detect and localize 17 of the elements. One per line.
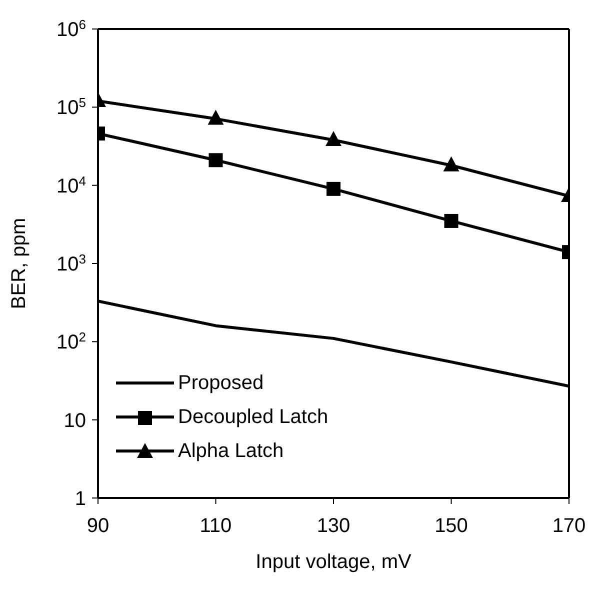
x-tick-label: 90 (86, 515, 110, 538)
y-tick-label: 1 (74, 488, 86, 510)
y-tick-label: 10$^{4}$ (56, 172, 86, 198)
legend-label: Decoupled Latch (178, 406, 328, 428)
legend-label: Alpha Latch (178, 440, 284, 462)
y-axis-title: BER, ppm (8, 218, 30, 310)
x-tick-label: 110 (200, 515, 232, 538)
x-tick-label: 130 (316, 515, 350, 538)
x-tick-label: 150 (434, 515, 468, 538)
y-tick-label: 10$^{2}$ (56, 329, 86, 354)
y-tick-label: 10$^{5}$ (56, 94, 86, 120)
y-tick-label: 10$^{6}$ (56, 16, 86, 41)
x-axis-title: Input voltage, mV (256, 551, 412, 573)
x-tick-label: 170 (552, 515, 586, 538)
legend-label: Proposed (178, 372, 264, 394)
y-tick-label: 10 (64, 410, 86, 432)
y-tick-label: 10$^{3}$ (56, 251, 86, 276)
